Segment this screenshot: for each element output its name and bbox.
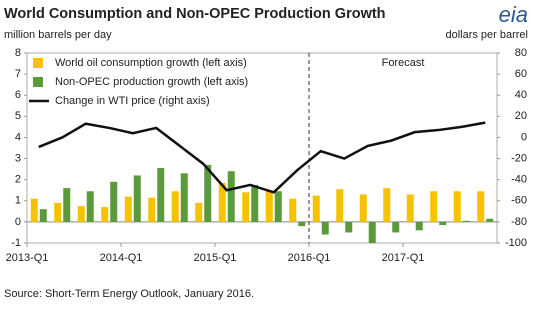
bar [298,221,306,227]
bar [406,194,414,222]
bar [251,184,259,222]
bar [195,202,203,222]
bar [383,188,391,222]
bar [415,221,423,231]
x-tick-label: 2014-Q1 [100,252,143,264]
bar [171,191,179,222]
bar [242,192,250,222]
y-tick-label: 3 [15,152,21,164]
y2-tick-label: -60 [511,195,527,207]
y-tick-label: 2 [15,174,21,186]
y-axis-label: million barrels per day [4,29,112,41]
y2-tick-label: 20 [515,110,527,122]
bar [54,202,62,222]
bar [180,173,188,222]
bar [148,197,156,222]
bar [63,188,71,222]
bar [392,221,400,233]
line [38,121,486,194]
legend-label: Change in WTI price (right axis) [55,95,210,107]
bar [133,175,141,222]
bar [439,221,447,226]
y2-tick-label: -80 [511,216,527,228]
bar [110,181,118,222]
source: Source: Short-Term Energy Outlook, Janua… [4,288,254,300]
legend-label: Non-OPEC production growth (left axis) [55,76,248,88]
bar [359,194,367,222]
bar [77,206,85,222]
bar [204,164,212,222]
y2-tick-label: 0 [521,131,527,143]
x-tick-label: 2013-Q1 [6,252,49,264]
bar [312,195,320,222]
bar [218,182,226,222]
y2-tick-label: -100 [505,237,527,249]
y2-axis-label: dollars per barrel [445,29,528,41]
bar [86,191,94,222]
y-tick-label: 7 [15,68,21,80]
bar [477,191,485,222]
x-tick-label: 2017-Q1 [382,252,425,264]
plot-frame [26,52,498,244]
x-tick-label: 2016-Q1 [288,252,331,264]
y2-tick-label: 40 [515,89,527,101]
legend-swatch [33,58,43,68]
legend-swatch [33,77,43,87]
y-tick-label: 5 [15,110,21,122]
bar [39,209,47,222]
legend-label: World oil consumption growth (left axis) [55,57,247,69]
y2-tick-label: 60 [515,68,527,80]
bar [101,207,109,222]
bar [265,191,273,222]
y2-tick-label: 80 [515,47,527,59]
chart-title: World Consumption and Non-OPEC Productio… [4,6,386,22]
logo: eia [499,2,528,27]
bar [227,171,235,222]
y2-tick-label: -20 [511,152,527,164]
y2-tick-label: -40 [511,174,527,186]
y-tick-label: 1 [15,195,21,207]
bar [274,191,282,222]
bar [157,168,165,222]
forecast-label: Forecast [382,57,425,69]
bar [462,220,470,222]
y-tick-label: 8 [15,47,21,59]
bar [289,198,297,222]
bar [453,191,461,222]
y-tick-label: 0 [15,216,21,228]
bar [368,221,376,243]
bar [30,198,38,222]
bar [321,221,329,235]
y-tick-label: 4 [15,131,21,143]
bar [345,221,353,233]
x-tick-label: 2015-Q1 [194,252,237,264]
y-tick-label: -1 [11,237,21,249]
y-tick-label: 6 [15,89,21,101]
bar [124,196,132,222]
bar [430,191,438,222]
bar [486,218,494,222]
bar [336,189,344,222]
